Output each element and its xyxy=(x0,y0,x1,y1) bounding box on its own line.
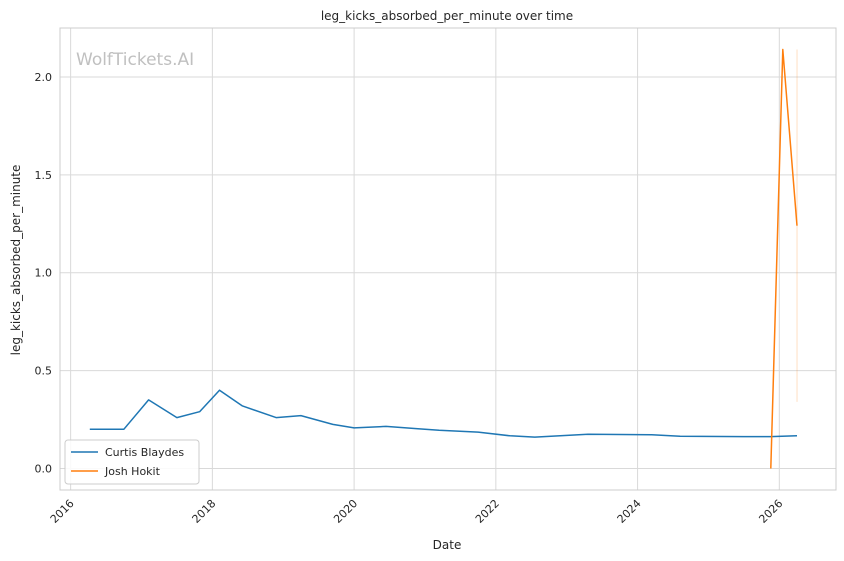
y-tick-labels: 0.0 0.5 1.0 1.5 2.0 xyxy=(35,71,53,476)
legend-label-curtis-blaydes: Curtis Blaydes xyxy=(105,446,184,459)
legend: Curtis Blaydes Josh Hokit xyxy=(64,439,200,485)
x-tick-label: 2026 xyxy=(756,497,785,526)
y-tick-label: 0.0 xyxy=(35,462,53,475)
chart-title: leg_kicks_absorbed_per_minute over time xyxy=(321,9,573,23)
legend-label-josh-hokit: Josh Hokit xyxy=(104,465,161,478)
legend-box xyxy=(64,439,200,485)
y-tick-label: 1.0 xyxy=(35,267,53,280)
y-tick-label: 0.5 xyxy=(35,365,53,378)
x-tick-label: 2018 xyxy=(189,497,218,526)
watermark: WolfTickets.AI xyxy=(76,50,194,70)
series-line-josh-hokit xyxy=(770,48,798,469)
plot-background xyxy=(60,28,836,490)
plot-frame xyxy=(59,27,837,491)
x-tick-label: 2016 xyxy=(48,497,77,526)
y-tick-label: 2.0 xyxy=(35,71,53,84)
x-tick-label: 2024 xyxy=(615,497,644,526)
x-tick-label: 2020 xyxy=(331,497,360,526)
series-line-curtis-blaydes xyxy=(89,389,798,438)
x-axis-label: Date xyxy=(433,538,462,552)
x-tick-label: 2022 xyxy=(473,497,502,526)
y-tick-label: 1.5 xyxy=(35,169,53,182)
y-axis-label: leg_kicks_absorbed_per_minute xyxy=(9,165,23,356)
x-tick-labels: 2016 2018 2020 2022 2024 2026 xyxy=(48,497,786,526)
series-lines xyxy=(89,48,798,469)
